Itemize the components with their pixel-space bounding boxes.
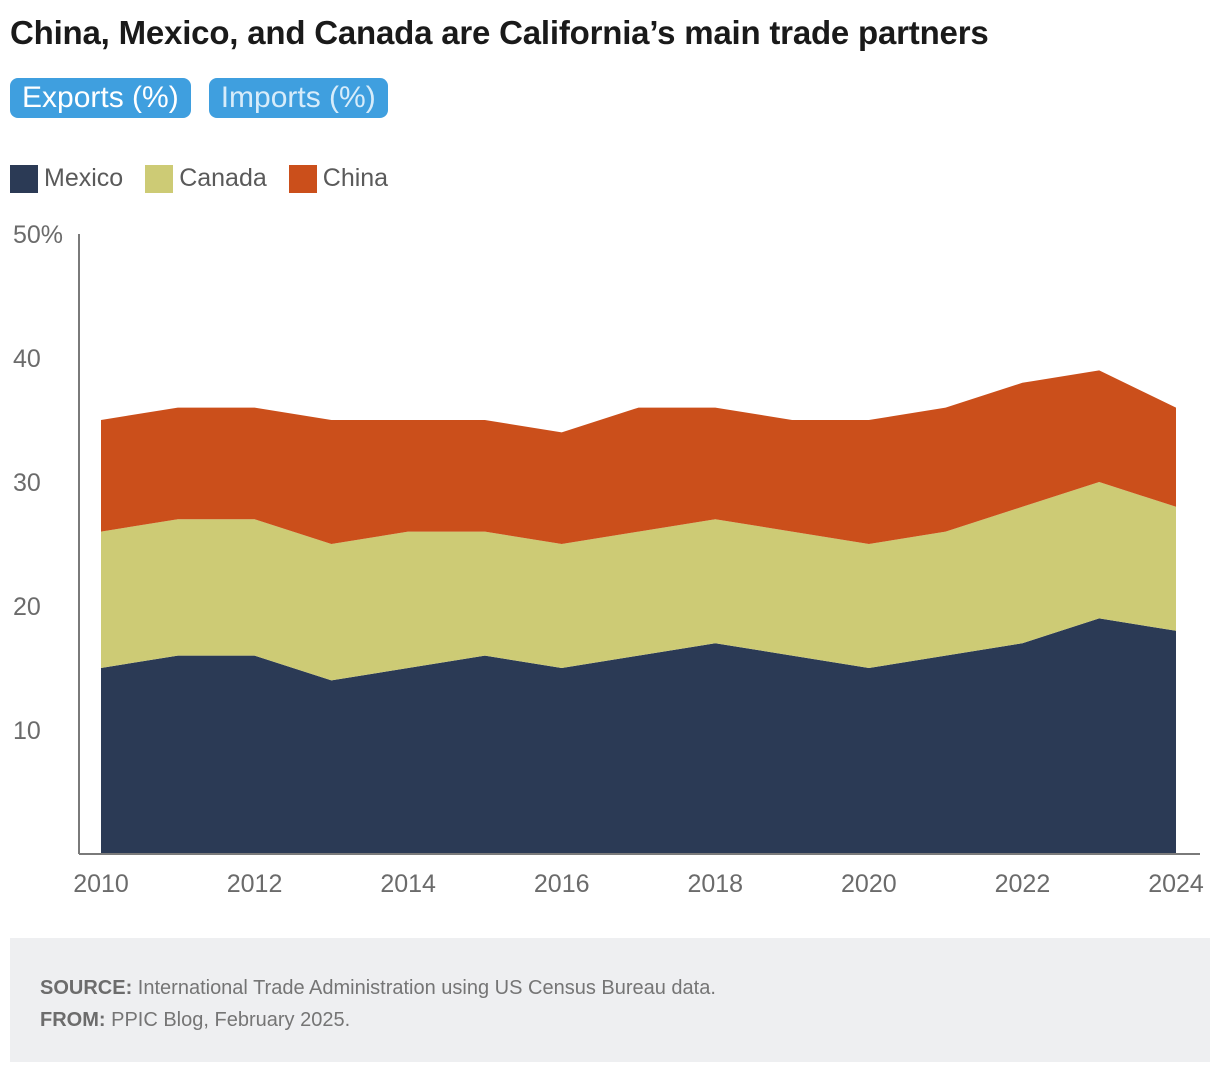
x-tick-label: 2020	[841, 870, 897, 898]
y-tick-label: 10	[13, 717, 41, 745]
y-tick-label: 20	[13, 593, 41, 621]
from-line: FROM: PPIC Blog, February 2025.	[40, 1004, 1180, 1036]
tab-exports[interactable]: Exports (%)	[10, 78, 191, 118]
chart-title: China, Mexico, and Canada are California…	[10, 14, 989, 51]
y-tick-label: 50%	[13, 221, 63, 249]
legend: Mexico Canada China	[10, 164, 388, 193]
x-tick-label: 2010	[73, 870, 129, 898]
source-text: International Trade Administration using…	[137, 977, 716, 999]
from-text: PPIC Blog, February 2025.	[111, 1009, 351, 1031]
legend-label-china: China	[322, 164, 389, 192]
y-tick-label: 30	[13, 469, 41, 497]
y-tick-label: 40	[13, 345, 41, 373]
area-chart: 10 20 30 40 50% 2010 2012 2014 2016 2018 2020 2022 2…	[13, 221, 1204, 898]
source-label: SOURCE:	[40, 977, 133, 999]
x-tick-label: 2018	[687, 870, 743, 898]
legend-swatch-canada	[145, 164, 174, 193]
from-label: FROM:	[40, 1009, 106, 1031]
legend-item-canada[interactable]: Canada	[145, 164, 267, 193]
source-footer: SOURCE: International Trade Administrati…	[10, 938, 1210, 1062]
x-tick-label: 2022	[995, 870, 1051, 898]
legend-swatch-china	[288, 164, 317, 193]
x-tick-label: 2024	[1148, 870, 1204, 898]
legend-swatch-mexico	[10, 164, 38, 193]
legend-item-mexico[interactable]: Mexico	[10, 164, 123, 193]
x-tick-label: 2012	[227, 870, 283, 898]
area-canada	[101, 482, 1176, 681]
x-tick-label: 2016	[534, 870, 590, 898]
area-china	[101, 370, 1176, 544]
tab-imports[interactable]: Imports (%)	[208, 78, 388, 118]
legend-label-mexico: Mexico	[44, 164, 124, 192]
source-line: SOURCE: International Trade Administrati…	[40, 972, 1180, 1004]
legend-label-canada: Canada	[179, 164, 267, 192]
x-tick-label: 2014	[380, 870, 436, 898]
legend-item-china[interactable]: China	[288, 164, 389, 193]
area-mexico	[101, 618, 1176, 854]
tab-bar: Exports (%) Imports (%)	[10, 78, 388, 118]
